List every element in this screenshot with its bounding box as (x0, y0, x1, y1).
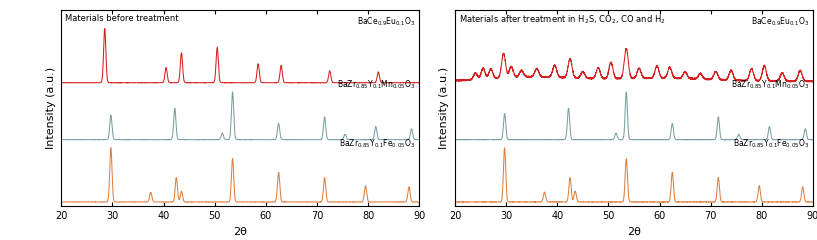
Text: BaZr$_{0.85}$Y$_{0.1}$Fe$_{0.05}$O$_3$: BaZr$_{0.85}$Y$_{0.1}$Fe$_{0.05}$O$_3$ (733, 138, 810, 150)
Y-axis label: Intensity (a.u.): Intensity (a.u.) (46, 67, 56, 149)
X-axis label: 2θ: 2θ (627, 227, 641, 237)
Text: BaCe$_{0.9}$Eu$_{0.1}$O$_3$: BaCe$_{0.9}$Eu$_{0.1}$O$_3$ (751, 16, 810, 28)
Text: BaZr$_{0.85}$Y$_{0.1}$Mn$_{0.05}$O$_3$: BaZr$_{0.85}$Y$_{0.1}$Mn$_{0.05}$O$_3$ (730, 78, 810, 91)
Text: Materials before treatment: Materials before treatment (65, 13, 178, 23)
Text: Materials after treatment in H$_2$S, CO$_2$, CO and H$_2$: Materials after treatment in H$_2$S, CO$… (458, 13, 665, 26)
Text: BaCe$_{0.9}$Eu$_{0.1}$O$_3$: BaCe$_{0.9}$Eu$_{0.1}$O$_3$ (357, 16, 416, 28)
Y-axis label: Intensity (a.u.): Intensity (a.u.) (440, 67, 449, 149)
Text: BaZr$_{0.85}$Y$_{0.1}$Mn$_{0.05}$O$_3$: BaZr$_{0.85}$Y$_{0.1}$Mn$_{0.05}$O$_3$ (337, 78, 416, 91)
X-axis label: 2θ: 2θ (234, 227, 248, 237)
Text: BaZr$_{0.85}$Y$_{0.1}$Fe$_{0.05}$O$_3$: BaZr$_{0.85}$Y$_{0.1}$Fe$_{0.05}$O$_3$ (339, 138, 416, 150)
